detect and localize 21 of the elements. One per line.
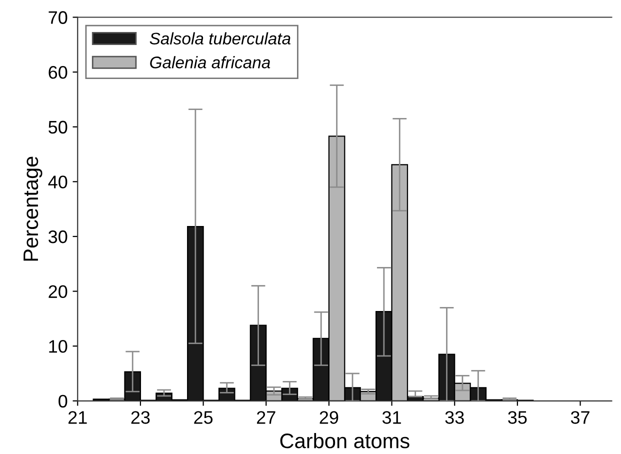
y-tick-label: 40 <box>48 176 68 188</box>
y-tick-label: 30 <box>48 230 68 244</box>
y-tick-label: 20 <box>48 285 68 298</box>
x-tick-label: 29 <box>320 411 338 424</box>
x-tick-label: 23 <box>131 411 150 424</box>
x-tick-label: 21 <box>68 411 87 424</box>
y-axis-title: Percentage <box>24 156 42 261</box>
x-tick-label: 25 <box>194 411 213 424</box>
y-tick-label: 50 <box>48 120 68 134</box>
legend-label: Salsola tuberculata <box>150 32 290 44</box>
x-tick-label: 27 <box>256 411 276 424</box>
y-tick-label: 10 <box>49 340 68 353</box>
y-tick-label: 0 <box>58 394 68 408</box>
x-tick-label: 33 <box>445 411 464 424</box>
x-tick-label: 37 <box>570 411 590 424</box>
x-tick-label: 31 <box>382 411 401 424</box>
y-tick-label: 70 <box>48 11 68 24</box>
x-tick-label: 35 <box>508 411 527 424</box>
y-tick-label: 60 <box>48 66 68 79</box>
x-axis-title: Carbon atoms <box>280 432 410 448</box>
legend-label: Galenia africana <box>150 56 270 68</box>
